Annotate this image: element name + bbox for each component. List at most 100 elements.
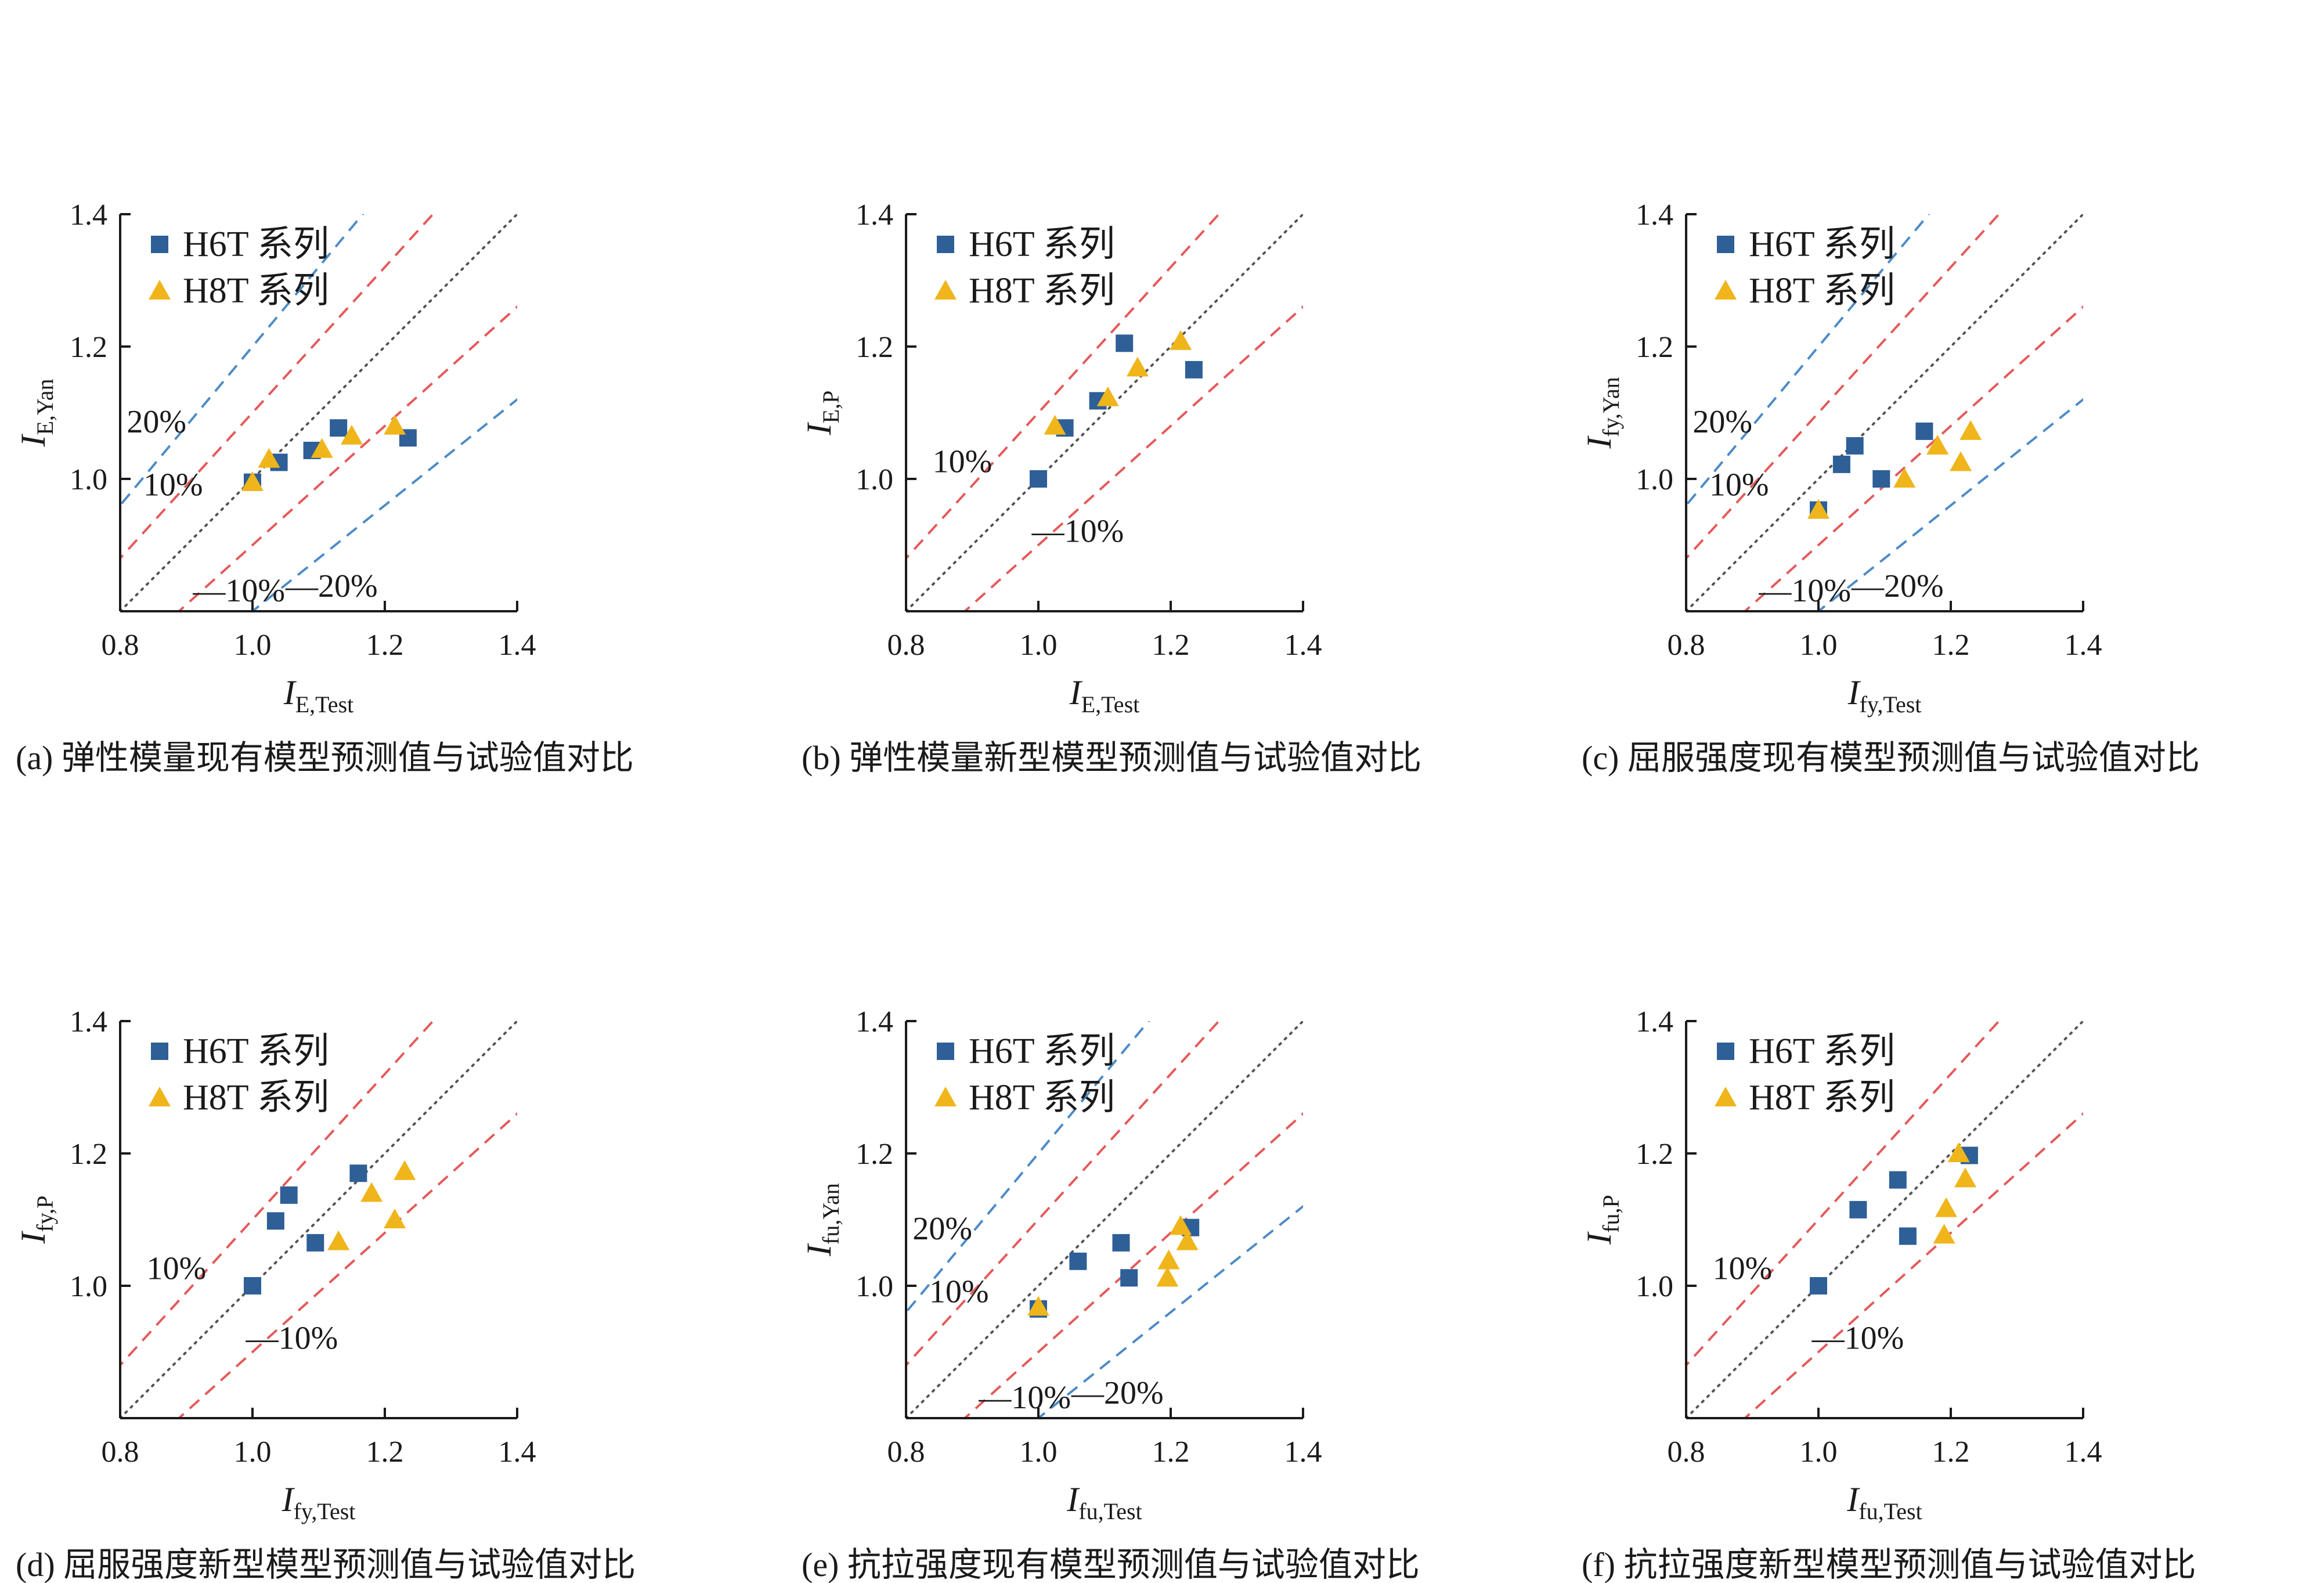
x-axis-label-sub: fu,Test [1859,1498,1922,1524]
reference-lines [906,1021,1303,1418]
annotation-minus20: —20% [285,568,378,604]
h8t-point [1127,356,1149,377]
y-tick-label: 1.4 [1636,199,1673,232]
annotation-minus10: —10% [246,1320,338,1356]
h8t-point [1170,330,1192,350]
reference-line-minus10 [963,1112,1303,1418]
h6t-point [1889,1171,1907,1189]
h8t-point [1950,451,1972,471]
legend-h8t-marker [1715,1087,1737,1106]
h8t-point [258,448,280,468]
y-axis-label: Ifu,Yan [800,1183,844,1257]
y-axis-label-main: I [14,1230,52,1244]
h8t-point [1027,1296,1049,1316]
y-tick-label: 1.4 [70,199,107,232]
legend-h8t-marker [1715,280,1737,300]
legend-h8t-label: H8T 系列 [183,271,329,311]
y-tick-label: 1.0 [70,463,107,496]
x-axis-label-main: I [1069,673,1083,712]
h8t-point [384,1209,406,1228]
identity-line [906,214,1303,611]
annotation-plus20: 20% [912,1211,972,1247]
x-axis-label-main: I [283,673,297,712]
h6t-point [1872,470,1890,488]
reference-line-minus10 [963,305,1303,611]
legend-h6t-label: H6T 系列 [1749,225,1895,264]
legend-h6t-marker [151,1043,168,1060]
reference-line-plus10 [906,1021,1221,1367]
annotation-plus10: 10% [933,444,993,480]
x-axis-label: Ifu,Test [1066,1480,1142,1524]
h6t-point [306,1234,324,1252]
h6t-point [244,1277,261,1294]
panel-f: 0.8 1.0 1.2 1.41.01.21.4Ifu,TestIfu,P10%—10… [1580,1005,2196,1583]
x-axis-label: Ifu,Test [1846,1480,1922,1524]
x-axis-label: Ify,Test [282,1480,356,1524]
x-axis-label-sub: fy,Test [1860,691,1922,717]
legend: H6T 系列 H8T 系列 [149,1032,329,1117]
x-tick-label: 0.8 [1668,1436,1705,1469]
h6t-point [1120,1269,1138,1287]
y-axis-label-main: I [800,1243,838,1257]
reference-line-minus20 [1036,1205,1303,1418]
annotation-minus10: —10% [1758,573,1851,609]
annotation-plus10: 10% [929,1274,989,1310]
h6t-point [330,419,348,437]
h8t-point [327,1230,350,1250]
y-axis-label-main: I [800,421,838,435]
x-tick-label: 1.0 [1800,629,1838,662]
x-tick-label: 1.2 [1152,1436,1190,1469]
legend-h6t-marker [1717,236,1734,253]
y-tick-label: 1.0 [856,463,893,496]
h8t-point [1096,386,1119,406]
data-points [1027,1215,1200,1318]
h6t-point [1899,1227,1917,1245]
x-axis-label-main: I [1066,1480,1080,1519]
x-tick-label: 0.8 [102,1436,139,1469]
reference-lines [1686,1021,2083,1418]
y-tick-label: 1.4 [70,1005,107,1038]
y-axis-label: Ify,Yan [1580,377,1624,449]
h8t-point [360,1182,383,1202]
y-tick-label: 1.2 [70,331,107,364]
x-tick-label: 1.4 [499,629,536,662]
data-points [1810,1142,1978,1294]
h8t-point [1156,1267,1179,1287]
x-axis-label-sub: fu,Test [1078,1498,1142,1524]
h8t-point [341,424,363,445]
h6t-point [280,1186,298,1204]
y-axis-label: Ifu,P [1580,1195,1624,1245]
y-tick-label: 1.2 [1636,1138,1673,1171]
x-axis-label: IE,Test [1069,673,1140,717]
reference-line-minus10 [177,1112,517,1418]
reference-line-minus20 [250,398,517,611]
x-tick-label: 1.0 [234,1436,272,1469]
y-axis-label: IE,Yan [14,378,58,447]
y-axis-label-sub: E,P [818,391,844,424]
legend-h8t-label: H8T 系列 [1749,271,1895,311]
annotation-minus20: —20% [1851,568,1944,604]
legend-h6t-marker [937,236,954,253]
legend-h8t-label: H8T 系列 [183,1078,329,1117]
h6t-point [1030,470,1047,488]
h6t-point [1185,360,1203,378]
reference-line-minus10 [177,305,517,611]
x-tick-label: 1.4 [1284,629,1322,662]
annotation-minus10: —10% [1811,1320,1904,1356]
legend-h8t-label: H8T 系列 [1749,1078,1895,1117]
y-tick-label: 1.0 [1636,463,1673,496]
x-tick-label: 1.4 [1284,1436,1322,1469]
x-axis-label: Ify,Test [1847,673,1922,717]
h8t-point [1807,499,1829,519]
legend: H6T 系列 H8T 系列 [934,225,1115,311]
h6t-point [1116,334,1134,352]
h8t-point [1044,414,1066,435]
legend-h6t-label: H6T 系列 [969,1032,1115,1071]
y-axis-label-main: I [1580,1231,1618,1245]
legend-h6t-label: H6T 系列 [183,1032,329,1071]
reference-lines [120,214,517,611]
x-tick-label: 1.4 [2065,629,2102,662]
y-tick-label: 1.2 [1636,331,1673,364]
